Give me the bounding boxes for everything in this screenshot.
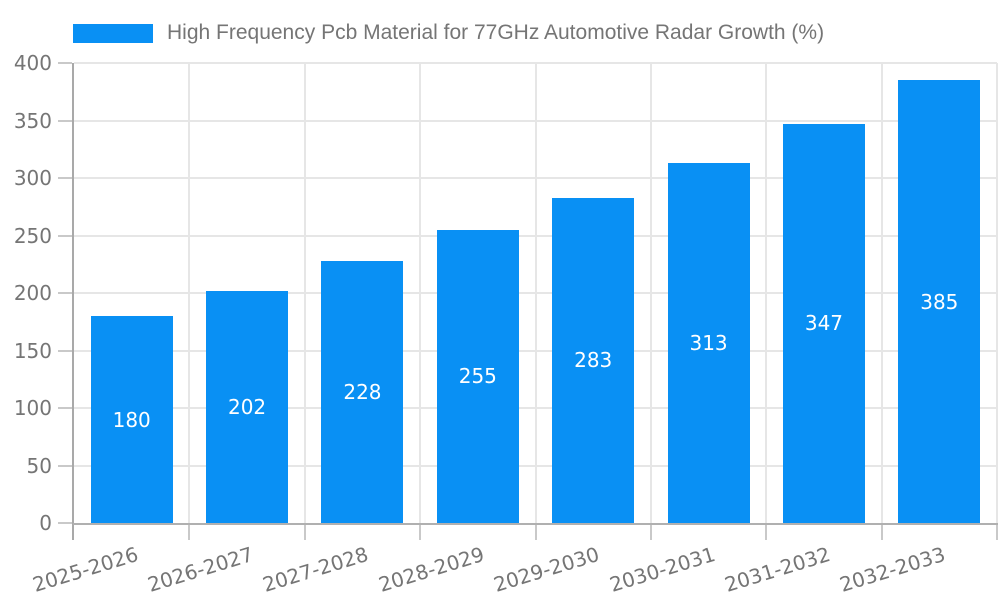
y-axis-tick	[58, 292, 72, 294]
x-axis-tick	[996, 525, 998, 540]
y-axis-tick	[58, 234, 72, 237]
y-tick-label: 100	[13, 396, 52, 420]
bar: 347	[782, 123, 865, 523]
y-axis-tick	[58, 522, 72, 524]
x-tick-label: 2032-2033	[721, 542, 948, 597]
y-tick-label: 150	[13, 338, 52, 363]
x-tick-label-text: 2032-2033	[837, 542, 949, 597]
plot-area: 180 202 228 255 283 313 347 385	[74, 62, 998, 523]
bar: 385	[898, 80, 981, 523]
x-axis-line	[73, 523, 998, 525]
x-axis-tick	[534, 525, 537, 540]
y-axis-tick	[58, 407, 72, 409]
y-axis-tick	[58, 464, 72, 467]
legend-swatch	[73, 23, 153, 43]
v-gridline	[534, 63, 537, 523]
x-axis-tick	[419, 525, 422, 540]
bar: 202	[206, 290, 289, 523]
v-gridline	[765, 63, 768, 523]
bar-value-label: 202	[227, 394, 267, 419]
y-tick-label: 50	[26, 453, 52, 478]
x-axis-tick	[188, 525, 191, 540]
v-gridline	[996, 63, 998, 523]
v-gridline	[188, 63, 191, 523]
y-tick-label: 400	[13, 51, 52, 75]
y-axis-tick	[58, 349, 72, 352]
v-gridline	[303, 63, 306, 523]
bar-value-label: 347	[804, 311, 844, 336]
y-axis-tick	[58, 177, 72, 179]
bar: 228	[321, 260, 404, 523]
bar: 283	[552, 197, 635, 523]
v-gridline	[880, 63, 883, 523]
y-tick-label: 0	[39, 511, 52, 535]
x-axis-tick	[880, 525, 883, 540]
legend: High Frequency Pcb Material for 77GHz Au…	[73, 19, 824, 47]
y-tick-label: 250	[13, 223, 52, 248]
y-tick-label: 200	[13, 281, 52, 305]
y-axis-tick	[58, 119, 72, 122]
y-axis-tick	[58, 62, 72, 64]
x-axis-tick	[649, 525, 652, 540]
bar-value-label: 180	[112, 407, 151, 432]
bar-value-label: 313	[689, 331, 728, 356]
y-tick-label: 350	[13, 108, 52, 133]
bar: 255	[436, 229, 519, 523]
v-gridline	[649, 63, 652, 523]
bar-value-label: 385	[920, 289, 959, 314]
y-axis-line	[72, 63, 74, 540]
bar: 313	[667, 163, 750, 523]
legend-label: High Frequency Pcb Material for 77GHz Au…	[167, 21, 825, 44]
x-axis-tick	[303, 525, 306, 540]
y-tick-label: 300	[13, 166, 52, 190]
v-gridline	[419, 63, 422, 523]
x-axis-tick	[765, 525, 768, 540]
bar: 180	[90, 316, 173, 523]
bar-value-label: 228	[343, 379, 382, 404]
bar-value-label: 283	[574, 348, 613, 373]
bar-value-label: 255	[458, 364, 497, 389]
